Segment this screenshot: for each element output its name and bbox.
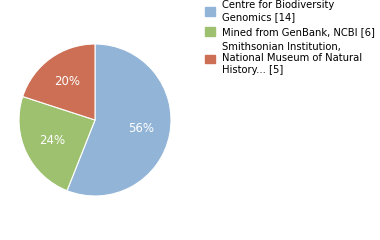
Text: 20%: 20%: [54, 75, 80, 88]
Wedge shape: [67, 44, 171, 196]
Text: 24%: 24%: [39, 134, 65, 147]
Text: 56%: 56%: [128, 122, 154, 135]
Wedge shape: [19, 96, 95, 191]
Legend: Centre for Biodiversity
Genomics [14], Mined from GenBank, NCBI [6], Smithsonian: Centre for Biodiversity Genomics [14], M…: [204, 0, 375, 75]
Wedge shape: [23, 44, 95, 120]
